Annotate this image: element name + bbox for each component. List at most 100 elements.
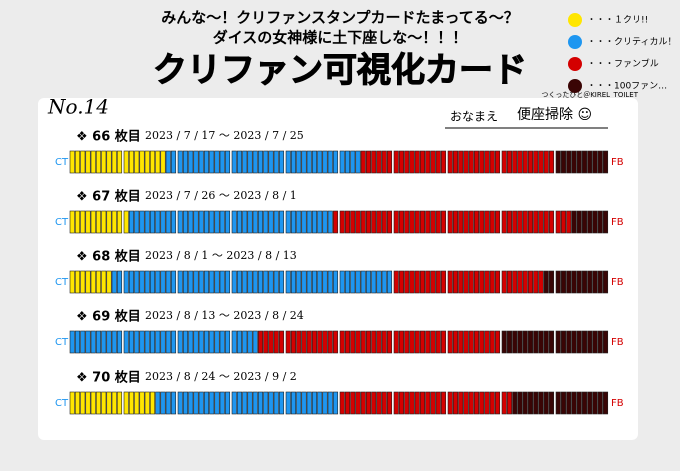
stamp-cell bbox=[522, 270, 528, 294]
stamp-cell bbox=[177, 210, 183, 234]
stamp-cell bbox=[160, 270, 166, 294]
stamp-cell bbox=[69, 210, 75, 234]
stamp-cell bbox=[404, 330, 410, 354]
stamp-cell bbox=[257, 391, 264, 415]
stamp-cell bbox=[203, 210, 210, 234]
stamp-cell bbox=[209, 330, 215, 354]
stamp-cell bbox=[350, 391, 356, 415]
stamp-cell bbox=[527, 270, 534, 294]
stamp-cell bbox=[344, 150, 351, 174]
stamp-cell bbox=[209, 270, 215, 294]
stamp-cell bbox=[170, 210, 177, 234]
row-label: ❖ 70 枚目 bbox=[76, 370, 141, 386]
stamp-cell bbox=[106, 210, 112, 234]
stamp-cell bbox=[69, 391, 75, 415]
stamp-cell bbox=[236, 330, 243, 354]
stamp-cell bbox=[473, 210, 480, 234]
stamp-cell bbox=[224, 210, 231, 234]
stamp-cell bbox=[149, 210, 156, 234]
stamp-cell bbox=[273, 330, 279, 354]
stamp-cell bbox=[339, 391, 345, 415]
stamp-cell bbox=[548, 330, 555, 354]
stamp-cell bbox=[468, 270, 474, 294]
stamp-cell bbox=[404, 270, 410, 294]
stamp-cell bbox=[371, 330, 377, 354]
stamp-cell bbox=[538, 391, 544, 415]
stamp-cell bbox=[592, 270, 598, 294]
stamp-cell bbox=[144, 391, 150, 415]
stamp-cell bbox=[242, 150, 248, 174]
stamp-cell bbox=[268, 330, 274, 354]
stamp-cell bbox=[479, 270, 485, 294]
stamp-cell bbox=[231, 210, 237, 234]
stamp-cell bbox=[571, 330, 577, 354]
stamp-cell bbox=[527, 391, 534, 415]
stamp-cell bbox=[463, 391, 469, 415]
stamp-cell bbox=[273, 270, 279, 294]
stamp-cell bbox=[440, 210, 447, 234]
ct-label: CT bbox=[55, 277, 69, 288]
stamp-cell bbox=[203, 270, 210, 294]
stamp-cell bbox=[430, 330, 436, 354]
stamp-cell bbox=[581, 391, 588, 415]
stamp-cell bbox=[587, 270, 593, 294]
stamp-cell bbox=[322, 150, 328, 174]
stamp-cell bbox=[393, 330, 399, 354]
stamp-cell bbox=[214, 210, 220, 234]
stamp-cell bbox=[548, 210, 555, 234]
stamp-cell bbox=[576, 270, 582, 294]
stamp-cell bbox=[489, 330, 495, 354]
stamp-cell bbox=[398, 150, 405, 174]
stamp-cell bbox=[231, 150, 237, 174]
stamp-cell bbox=[209, 391, 215, 415]
stamp-cell bbox=[149, 270, 156, 294]
stamp-cell bbox=[165, 391, 171, 415]
stamp-cell bbox=[371, 270, 377, 294]
stamp-cell bbox=[134, 330, 140, 354]
stamp-cell bbox=[344, 330, 351, 354]
legend-label: ・・・100ファン… bbox=[587, 82, 667, 92]
stamp-cell bbox=[306, 150, 312, 174]
stamp-cell bbox=[263, 210, 269, 234]
stamp-cell bbox=[376, 391, 382, 415]
stamp-cell bbox=[350, 210, 356, 234]
stamp-cell bbox=[543, 330, 549, 354]
stamp-cell bbox=[452, 150, 459, 174]
stamp-cell bbox=[285, 330, 291, 354]
stamp-cell bbox=[458, 270, 464, 294]
stamp-cell bbox=[447, 150, 453, 174]
stamp-cell bbox=[252, 150, 258, 174]
stamp-cell bbox=[74, 391, 81, 415]
stamp-cell bbox=[371, 150, 377, 174]
stamp-cell bbox=[344, 391, 351, 415]
stamp-cell bbox=[381, 330, 387, 354]
stamp-cell bbox=[106, 391, 112, 415]
stamp-cell bbox=[123, 270, 129, 294]
stamp-cell bbox=[344, 270, 351, 294]
stamp-cell bbox=[425, 150, 431, 174]
stamp-cell bbox=[365, 270, 372, 294]
stamp-cell bbox=[560, 330, 567, 354]
stamp-cell bbox=[501, 391, 507, 415]
stamp-cell bbox=[322, 210, 328, 234]
stamp-cell bbox=[419, 391, 426, 415]
stamp-cell bbox=[494, 150, 501, 174]
stamp-cell bbox=[116, 150, 123, 174]
stamp-cell bbox=[296, 270, 302, 294]
stamp-cell bbox=[484, 391, 490, 415]
stamp-cell bbox=[247, 150, 253, 174]
stamp-cell bbox=[440, 330, 447, 354]
stamp-cell bbox=[602, 210, 609, 234]
legend-label: ・・・ファンブル bbox=[587, 58, 659, 70]
row-dates: 2023 / 8 / 24 〜 2023 / 9 / 2 bbox=[145, 370, 297, 383]
stamp-cell bbox=[576, 330, 582, 354]
stamp-cell bbox=[386, 210, 393, 234]
stamp-cell bbox=[242, 330, 248, 354]
stamp-cell bbox=[116, 330, 123, 354]
stamp-cell bbox=[517, 330, 523, 354]
stamp-cell bbox=[592, 210, 598, 234]
stamp-cell bbox=[393, 270, 399, 294]
stamp-cell bbox=[231, 330, 237, 354]
stamp-cell bbox=[602, 150, 609, 174]
row-label: ❖ 66 枚目 bbox=[76, 129, 141, 145]
